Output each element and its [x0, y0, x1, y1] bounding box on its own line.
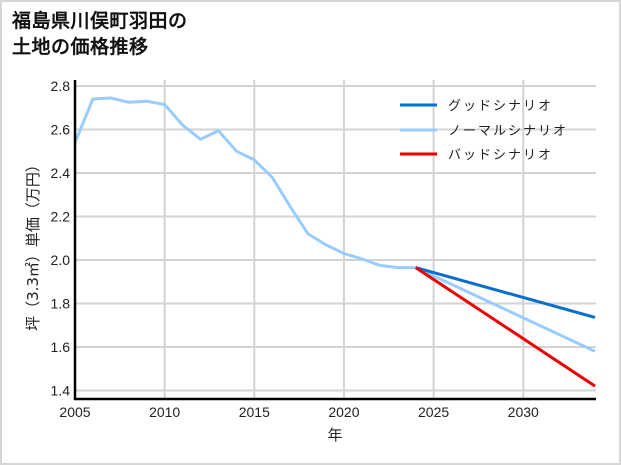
series-lines — [73, 96, 596, 388]
series-line — [73, 96, 596, 353]
y-tick-label: 1.6 — [51, 339, 71, 355]
x-tick-label: 2025 — [418, 404, 449, 420]
series-line — [415, 266, 596, 319]
legend-label: バッドシナリオ — [448, 148, 553, 163]
x-axis-label: 年 — [327, 426, 342, 444]
chart-title-line2: 土地の価格推移 — [12, 36, 149, 58]
legend-label: グッドシナリオ — [448, 99, 553, 114]
y-tick-label: 2.4 — [51, 165, 71, 181]
legend-label: ノーマルシナリオ — [448, 124, 568, 139]
chart-title-line1: 福島県川俣町羽田の — [12, 10, 188, 32]
x-tick-label: 2020 — [328, 404, 359, 420]
y-tick-label: 2.2 — [51, 209, 71, 225]
y-tick-label: 1.8 — [51, 296, 71, 312]
chart-title: 福島県川俣町羽田の 土地の価格推移 — [12, 8, 188, 60]
y-tick-label: 1.4 — [51, 383, 71, 399]
x-tick-label: 2030 — [508, 404, 539, 420]
tick-labels: 1.4 1.6 1.8 2.0 2.2 2.4 2.6 2.8 2005 2010 2015 2020… — [51, 78, 539, 420]
axes — [73, 80, 596, 401]
x-tick-label: 2010 — [149, 404, 180, 420]
x-tick-label: 2005 — [59, 404, 90, 420]
y-tick-label: 2.8 — [51, 78, 71, 94]
grid-lines — [75, 80, 596, 399]
x-tick-label: 2015 — [239, 404, 270, 420]
y-tick-label: 2.6 — [51, 122, 71, 138]
series-line — [414, 266, 596, 388]
y-tick-label: 2.0 — [51, 252, 71, 268]
y-axis-label: 坪（3.3㎡）単価（万円） — [24, 157, 42, 331]
